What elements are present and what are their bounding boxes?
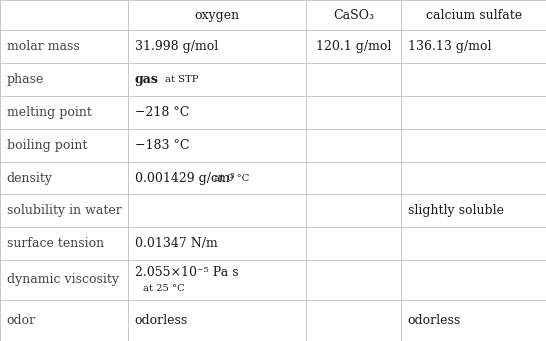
- Text: −218 °C: −218 °C: [135, 106, 189, 119]
- Text: −183 °C: −183 °C: [135, 139, 189, 152]
- Text: at 0 °C: at 0 °C: [214, 174, 250, 182]
- Text: at 25 °C: at 25 °C: [143, 284, 185, 293]
- Text: molar mass: molar mass: [7, 40, 79, 53]
- Text: dynamic viscosity: dynamic viscosity: [7, 273, 118, 286]
- Text: boiling point: boiling point: [7, 139, 87, 152]
- Text: at STP: at STP: [165, 75, 198, 84]
- Text: 136.13 g/mol: 136.13 g/mol: [408, 40, 491, 53]
- Text: density: density: [7, 172, 52, 184]
- Text: calcium sulfate: calcium sulfate: [425, 9, 522, 21]
- Text: melting point: melting point: [7, 106, 91, 119]
- Text: 120.1 g/mol: 120.1 g/mol: [316, 40, 391, 53]
- Text: slightly soluble: slightly soluble: [408, 204, 504, 218]
- Text: oxygen: oxygen: [194, 9, 240, 21]
- Text: 2.055×10⁻⁵ Pa s: 2.055×10⁻⁵ Pa s: [135, 266, 239, 279]
- Text: odor: odor: [7, 314, 35, 327]
- Text: 31.998 g/mol: 31.998 g/mol: [135, 40, 218, 53]
- Text: CaSO₃: CaSO₃: [333, 9, 374, 21]
- Text: 0.01347 N/m: 0.01347 N/m: [135, 237, 218, 250]
- Text: 0.001429 g/cm³: 0.001429 g/cm³: [135, 172, 235, 184]
- Text: solubility in water: solubility in water: [7, 204, 121, 218]
- Text: phase: phase: [7, 73, 44, 86]
- Text: surface tension: surface tension: [7, 237, 104, 250]
- Text: odorless: odorless: [408, 314, 461, 327]
- Text: odorless: odorless: [135, 314, 188, 327]
- Text: gas: gas: [135, 73, 159, 86]
